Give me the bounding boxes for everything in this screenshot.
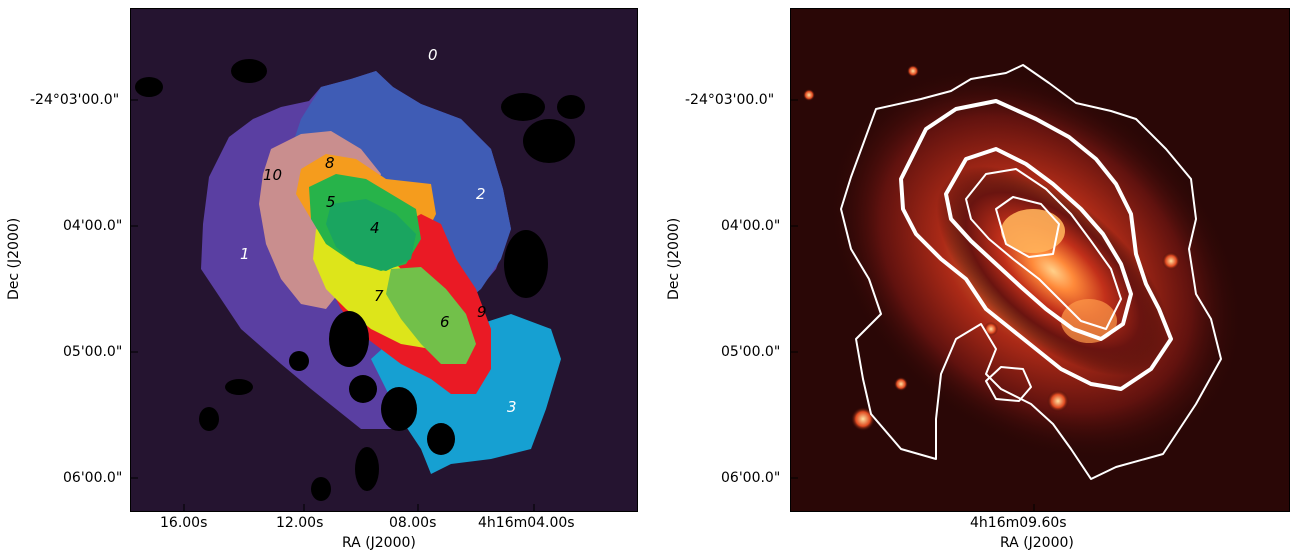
mask-blob — [199, 407, 219, 431]
left-x-tick: 4h16m04.00s — [478, 515, 575, 531]
mask-blob — [355, 447, 379, 491]
mask-blob — [289, 351, 309, 371]
star — [803, 89, 815, 101]
contours — [840, 64, 1222, 480]
mask-blob — [135, 77, 163, 97]
region-label-9: 9 — [477, 303, 487, 321]
left-y-tick: -24°03'00.0" — [30, 92, 120, 108]
left-y-tick: 04'00.0" — [63, 218, 123, 234]
mask-blob — [231, 59, 267, 83]
mask-blob — [381, 387, 417, 431]
optical-image — [790, 8, 1290, 512]
region-label-6: 6 — [440, 313, 450, 331]
left-x-tick: 08.00s — [389, 515, 437, 531]
galaxy-nucleus — [1001, 209, 1065, 253]
region-label-2: 2 — [476, 185, 486, 203]
mask-blob — [225, 379, 253, 395]
star — [1047, 390, 1069, 412]
right-x-axis-label: RA (J2000) — [1000, 535, 1074, 551]
star — [851, 407, 875, 431]
mask-blob — [501, 93, 545, 121]
star — [894, 377, 908, 391]
left-y-tick: 06'00.0" — [63, 470, 123, 486]
right-y-tick: -24°03'00.0" — [685, 92, 775, 108]
mask-blob — [504, 230, 548, 298]
region-label-7: 7 — [374, 287, 384, 305]
right-y-tick: 04'00.0" — [721, 218, 781, 234]
mask-blob — [311, 477, 331, 501]
galaxy-secondary-peak — [1061, 299, 1117, 343]
right-y-tick: 05'00.0" — [721, 344, 781, 360]
left-y-tick: 05'00.0" — [63, 344, 123, 360]
contour-inner — [995, 196, 1060, 258]
right-y-tick: 06'00.0" — [721, 470, 781, 486]
star — [907, 65, 919, 77]
contour-2 — [899, 99, 1173, 391]
mask-blob — [523, 119, 575, 163]
left-y-axis-label: Dec (J2000) — [6, 217, 22, 300]
contour-3 — [944, 147, 1133, 341]
contour-4 — [965, 168, 1122, 330]
masked-sources — [135, 59, 585, 501]
region-label-8: 8 — [325, 154, 335, 172]
region-label-5: 5 — [326, 193, 336, 211]
mask-blob — [427, 423, 455, 455]
right-tick-marks — [790, 99, 1035, 512]
region-label-0: 0 — [428, 46, 438, 64]
region-label-3: 3 — [507, 398, 517, 416]
star — [984, 322, 998, 336]
mask-blob — [349, 375, 377, 403]
mask-blob — [557, 95, 585, 119]
optical-image-svg — [791, 9, 1289, 511]
region-label-1: 1 — [240, 245, 250, 263]
left-tick-marks — [130, 99, 535, 512]
contour-outer — [840, 64, 1222, 480]
right-y-axis-label: Dec (J2000) — [666, 217, 682, 300]
region-label-10: 10 — [263, 166, 283, 184]
region-6 — [386, 267, 476, 364]
region-4 — [326, 199, 416, 271]
left-x-axis-label: RA (J2000) — [342, 535, 416, 551]
mask-blob — [329, 311, 369, 367]
right-x-tick: 4h16m09.60s — [970, 515, 1067, 531]
region-label-4: 4 — [370, 219, 380, 237]
star — [1162, 252, 1180, 270]
left-x-tick: 16.00s — [160, 515, 208, 531]
region-map — [130, 8, 638, 512]
region-map-svg — [131, 9, 637, 511]
left-x-tick: 12.00s — [276, 515, 324, 531]
contour-knot — [985, 366, 1032, 402]
